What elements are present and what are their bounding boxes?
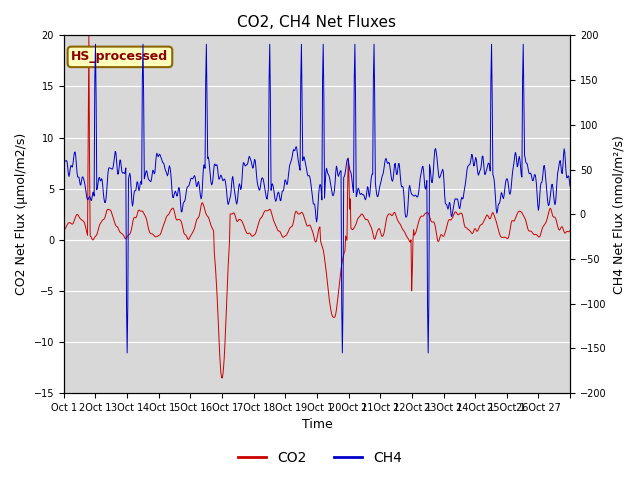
Y-axis label: CH4 Net Flux (nmol/m²/s): CH4 Net Flux (nmol/m²/s) [612, 135, 625, 294]
CH4 [60, 162, 68, 168]
CO2 [85, 33, 93, 38]
CH4 [370, 41, 378, 47]
CH4 [258, 175, 266, 181]
CO2 [213, 290, 221, 296]
Line: CO2: CO2 [64, 36, 570, 378]
CO2 [60, 228, 68, 234]
CO2 [399, 226, 406, 232]
Legend: CO2, CH4: CO2, CH4 [232, 445, 408, 471]
Title: CO2, CH4 Net Fluxes: CO2, CH4 Net Fluxes [237, 15, 396, 30]
CO2 [120, 233, 128, 239]
CO2 [239, 220, 246, 226]
CH4 [214, 166, 221, 171]
CH4 [399, 183, 406, 189]
CH4 [92, 41, 99, 47]
X-axis label: Time: Time [301, 419, 332, 432]
CO2 [566, 228, 574, 233]
CH4 [120, 170, 128, 176]
CO2 [370, 236, 378, 241]
CO2 [258, 214, 266, 220]
CH4 [124, 350, 131, 356]
CH4 [239, 165, 246, 171]
Y-axis label: CO2 Net Flux (μmol/m2/s): CO2 Net Flux (μmol/m2/s) [15, 133, 28, 295]
Line: CH4: CH4 [64, 44, 570, 353]
CH4 [566, 183, 574, 189]
Text: HS_processed: HS_processed [72, 50, 168, 63]
CO2 [218, 375, 226, 381]
